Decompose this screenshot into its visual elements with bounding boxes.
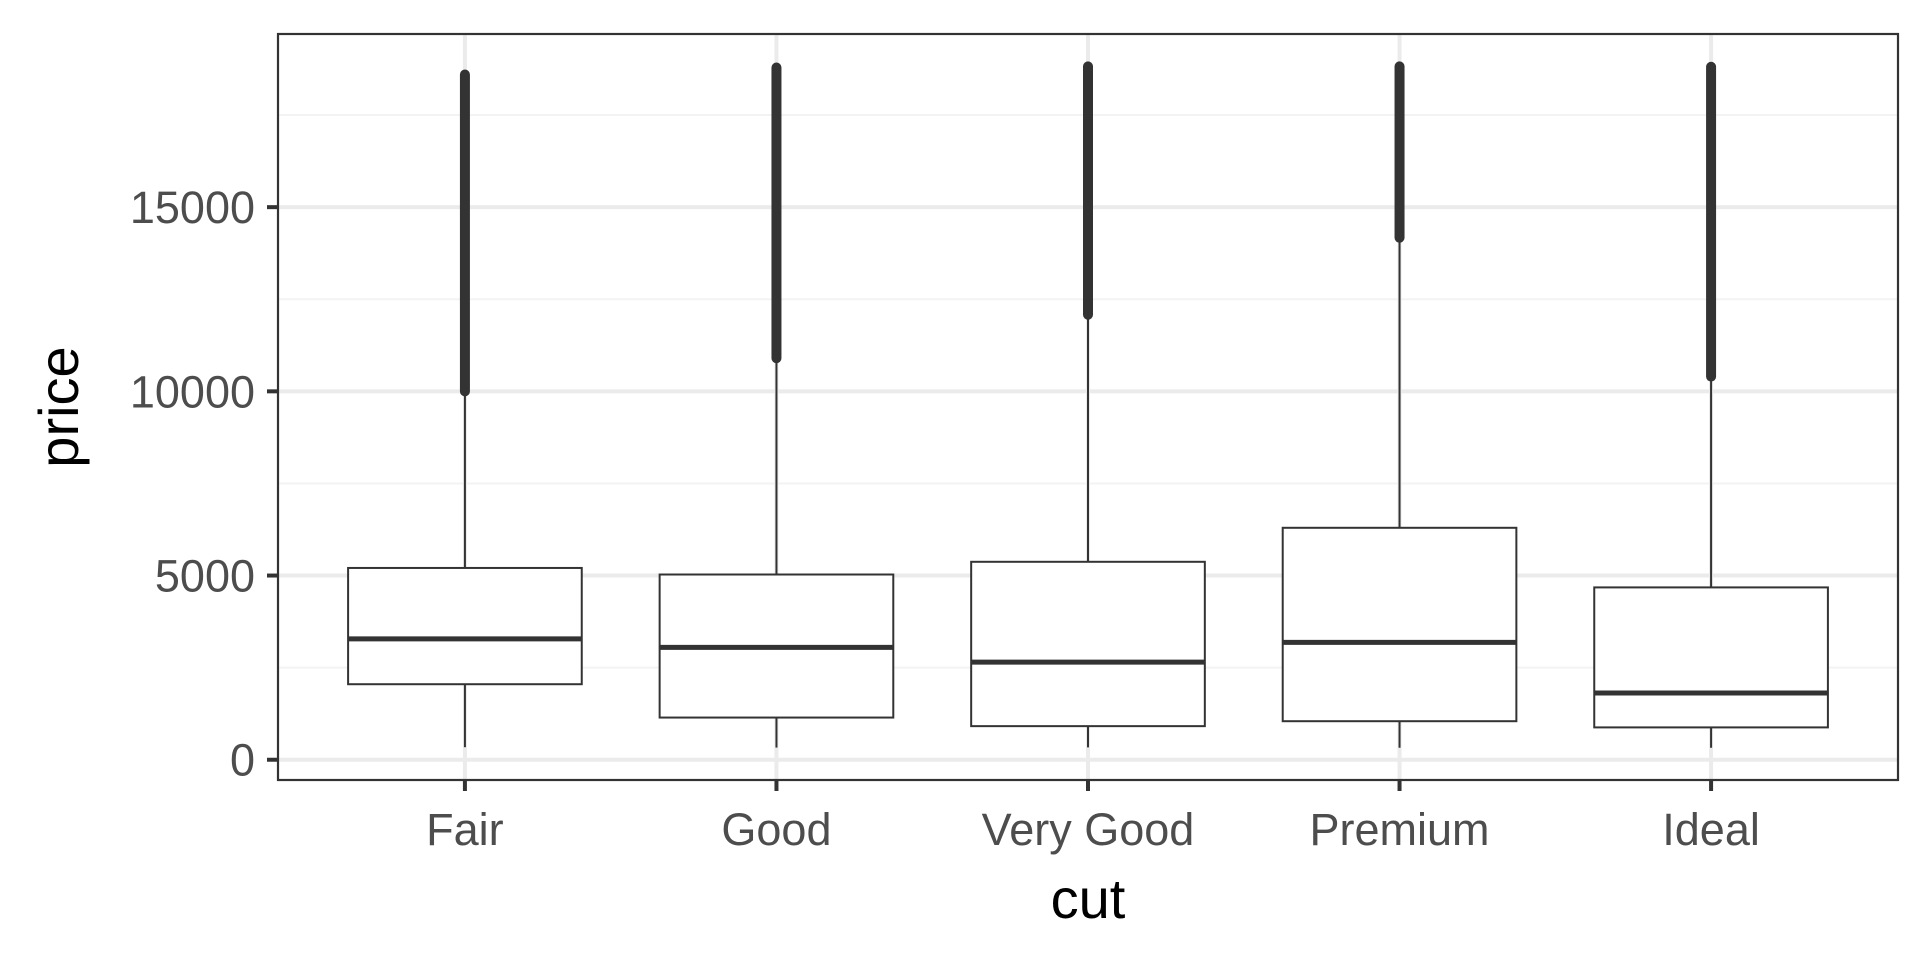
box-group [970, 61, 1206, 748]
y-tick-label: 10000 [130, 366, 255, 417]
box-group [1593, 61, 1829, 748]
box-group [658, 62, 895, 748]
box-iqr [347, 566, 583, 686]
box-group [347, 69, 583, 748]
x-tick-label: Very Good [982, 804, 1195, 855]
boxes-layer [347, 61, 1829, 748]
x-tick-label: Ideal [1662, 804, 1760, 855]
box-iqr [1593, 586, 1829, 729]
y-axis: 0 5000 10000 15000 [130, 182, 278, 786]
box-iqr [970, 560, 1206, 728]
x-tick-label: Good [721, 804, 831, 855]
x-axis: Fair Good Very Good Premium Ideal [426, 780, 1760, 855]
y-tick-label: 0 [230, 735, 255, 786]
box-iqr [1281, 526, 1518, 723]
y-tick-label: 15000 [130, 182, 255, 233]
x-tick-label: Fair [426, 804, 504, 855]
box-group [1281, 61, 1518, 748]
y-axis-title: price [27, 346, 90, 467]
x-axis-title: cut [1051, 867, 1126, 930]
y-tick-label: 5000 [155, 551, 255, 602]
x-tick-label: Premium [1310, 804, 1490, 855]
